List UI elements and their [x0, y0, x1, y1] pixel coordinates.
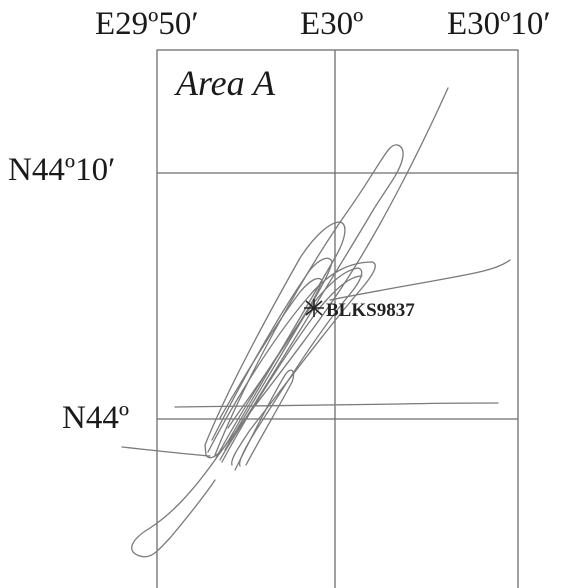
track-loop-west-1: [204, 221, 346, 459]
track-lines: [121, 87, 511, 558]
area-title: Area A: [174, 63, 276, 103]
latitude-label-n44: N44º: [62, 400, 130, 436]
track-loop-west-3: [219, 277, 323, 429]
track-south-tail: [234, 369, 295, 471]
station-marker: [304, 299, 324, 317]
latitude-label-n44-10: N44º10′: [8, 152, 116, 188]
track-horizontal: [174, 402, 499, 408]
track-west-stub: [121, 446, 211, 457]
track-loop-east-3: [221, 275, 363, 463]
station-label: BLKS9837: [326, 300, 415, 321]
longitude-label-e30-10: E30º10′: [447, 6, 551, 42]
map-frame: [156, 49, 519, 588]
longitude-label-e30: E30º: [300, 6, 364, 42]
longitude-label-e29-50: E29º50′: [95, 6, 199, 42]
track-loop-east-1: [207, 261, 376, 466]
track-line-main: [131, 87, 449, 558]
track-branch-east: [329, 259, 511, 301]
